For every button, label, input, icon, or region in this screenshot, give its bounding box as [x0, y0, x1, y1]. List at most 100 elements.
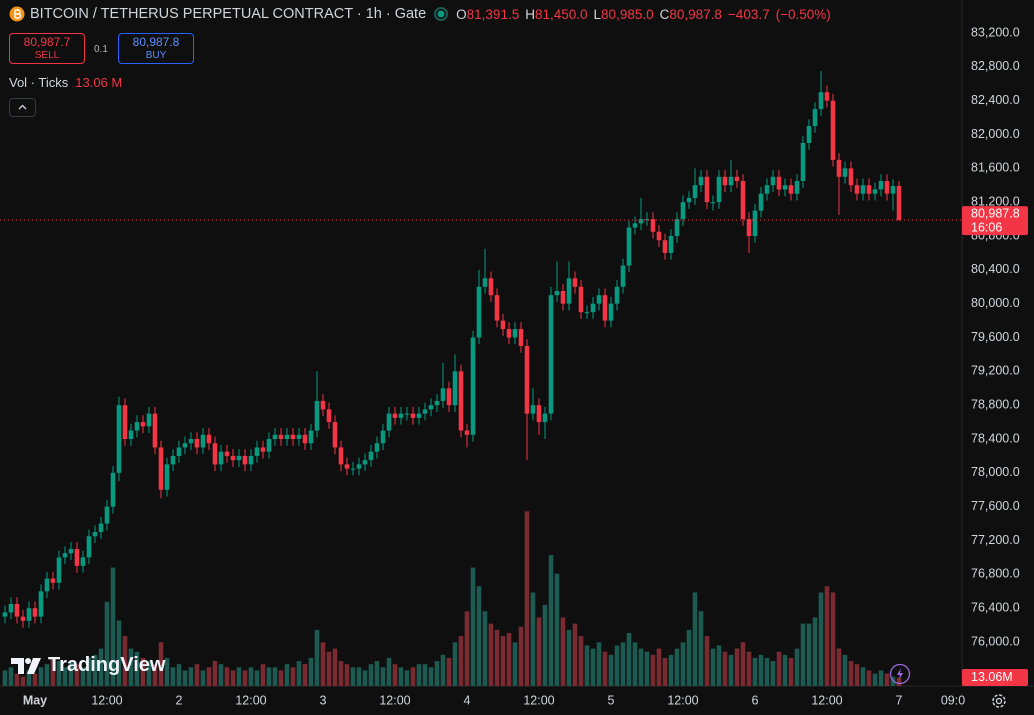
candle-body	[692, 185, 698, 198]
candle-body	[698, 176, 704, 186]
x-tick-label: 12:00	[667, 693, 698, 707]
volume-bar	[188, 667, 194, 686]
legend-key: O	[456, 6, 467, 22]
alert-icon[interactable]	[889, 663, 911, 685]
candle-body	[806, 126, 812, 143]
volume-bar	[800, 623, 806, 686]
candle-body	[662, 240, 668, 253]
candle-body	[236, 455, 242, 461]
candle-body	[896, 185, 902, 221]
candle-body	[674, 219, 680, 236]
y-tick-label: 80,000.0	[971, 296, 1020, 310]
change: −403.7	[727, 6, 770, 22]
market-status[interactable]	[434, 7, 449, 21]
volume-bar	[656, 648, 662, 686]
candle-body	[890, 185, 896, 194]
volume-bar	[740, 642, 746, 686]
volume-bar	[320, 642, 326, 686]
volume-bar	[200, 670, 206, 686]
watermark-logo	[11, 657, 41, 674]
candle-body	[212, 443, 218, 465]
candle-body	[398, 413, 404, 418]
volume-bar	[344, 664, 350, 686]
candle-body	[374, 443, 380, 452]
volume-bar	[152, 664, 158, 686]
volume-bar	[290, 667, 296, 686]
symbol-title[interactable]: BITCOIN / TETHERUS PERPETUAL CONTRACT · …	[30, 6, 427, 22]
candle-body	[878, 181, 884, 190]
volume-bar	[614, 645, 620, 686]
candle-body	[146, 413, 152, 427]
collapse-button[interactable]	[9, 98, 36, 117]
candle-body	[416, 413, 422, 418]
volume-bar	[50, 657, 56, 686]
candle-body	[248, 455, 254, 465]
candle-body	[488, 278, 494, 296]
volume-bar	[896, 677, 902, 686]
volume-bar	[62, 667, 68, 686]
volume-bar	[440, 654, 446, 686]
buy-label: BUY	[145, 50, 167, 61]
volume-bar	[596, 642, 602, 686]
candle-body	[518, 329, 524, 346]
candle-body	[8, 603, 14, 613]
candle-body	[176, 447, 182, 456]
volume-bar	[788, 657, 794, 686]
watermark-text: TradingView	[48, 654, 166, 676]
volume-bar	[782, 654, 788, 686]
volume-bar	[470, 567, 476, 686]
candle-body	[548, 295, 554, 414]
candle-body	[680, 202, 686, 220]
volume-title[interactable]: Vol · Ticks	[9, 75, 69, 90]
candle-body	[842, 168, 848, 177]
settings-icon[interactable]	[990, 692, 1008, 710]
legend-value: 80,987.8	[669, 6, 722, 22]
candle-body	[884, 181, 890, 194]
volume-bar	[224, 667, 230, 686]
volume-bar	[746, 651, 752, 686]
volume-bar	[728, 654, 734, 686]
volume-bar	[314, 629, 320, 686]
chevron	[18, 104, 27, 110]
volume-bar	[494, 629, 500, 686]
y-tick-label: 78,800.0	[971, 397, 1020, 411]
candle-body	[404, 413, 410, 415]
candle-body	[734, 176, 740, 182]
candle-body	[26, 608, 32, 621]
candle-body	[710, 202, 716, 204]
volume-bar	[842, 654, 848, 686]
sell-button[interactable]: 80,987.7 SELL	[9, 33, 85, 64]
candle-body	[830, 100, 836, 160]
buy-button[interactable]: 80,987.8 BUY	[118, 33, 194, 64]
candle-body	[758, 193, 764, 211]
y-tick-label: 82,000.0	[971, 127, 1020, 141]
volume-bar	[650, 654, 656, 686]
candle-body	[62, 553, 68, 558]
candle-body	[740, 181, 746, 220]
candle-body	[80, 557, 86, 566]
candle-body	[122, 405, 128, 440]
volume-bar	[722, 651, 728, 686]
volume-bar	[296, 661, 302, 686]
candle-body	[422, 409, 428, 414]
volume-bar	[110, 567, 116, 686]
header: BITCOIN / TETHERUS PERPETUAL CONTRACT · …	[9, 6, 831, 22]
candle-body	[254, 447, 260, 456]
x-tick-label: 12:00	[523, 693, 554, 707]
volume-bar	[398, 667, 404, 686]
candle-body	[338, 447, 344, 465]
volume-bar	[380, 667, 386, 686]
spread: 0.1	[94, 44, 108, 55]
candle-body	[302, 434, 308, 444]
y-tick-label: 77,200.0	[971, 533, 1020, 547]
volume-bar	[770, 661, 776, 686]
candle-body	[800, 142, 806, 182]
volume-bar	[302, 664, 308, 686]
volume-bar	[374, 661, 380, 686]
candle-body	[332, 422, 338, 448]
volume-bar	[482, 611, 488, 686]
volume-bar	[74, 664, 80, 686]
y-tick-label: 81,600.0	[971, 161, 1020, 175]
candle-body	[614, 286, 620, 304]
x-tick-label: 6	[752, 693, 759, 707]
